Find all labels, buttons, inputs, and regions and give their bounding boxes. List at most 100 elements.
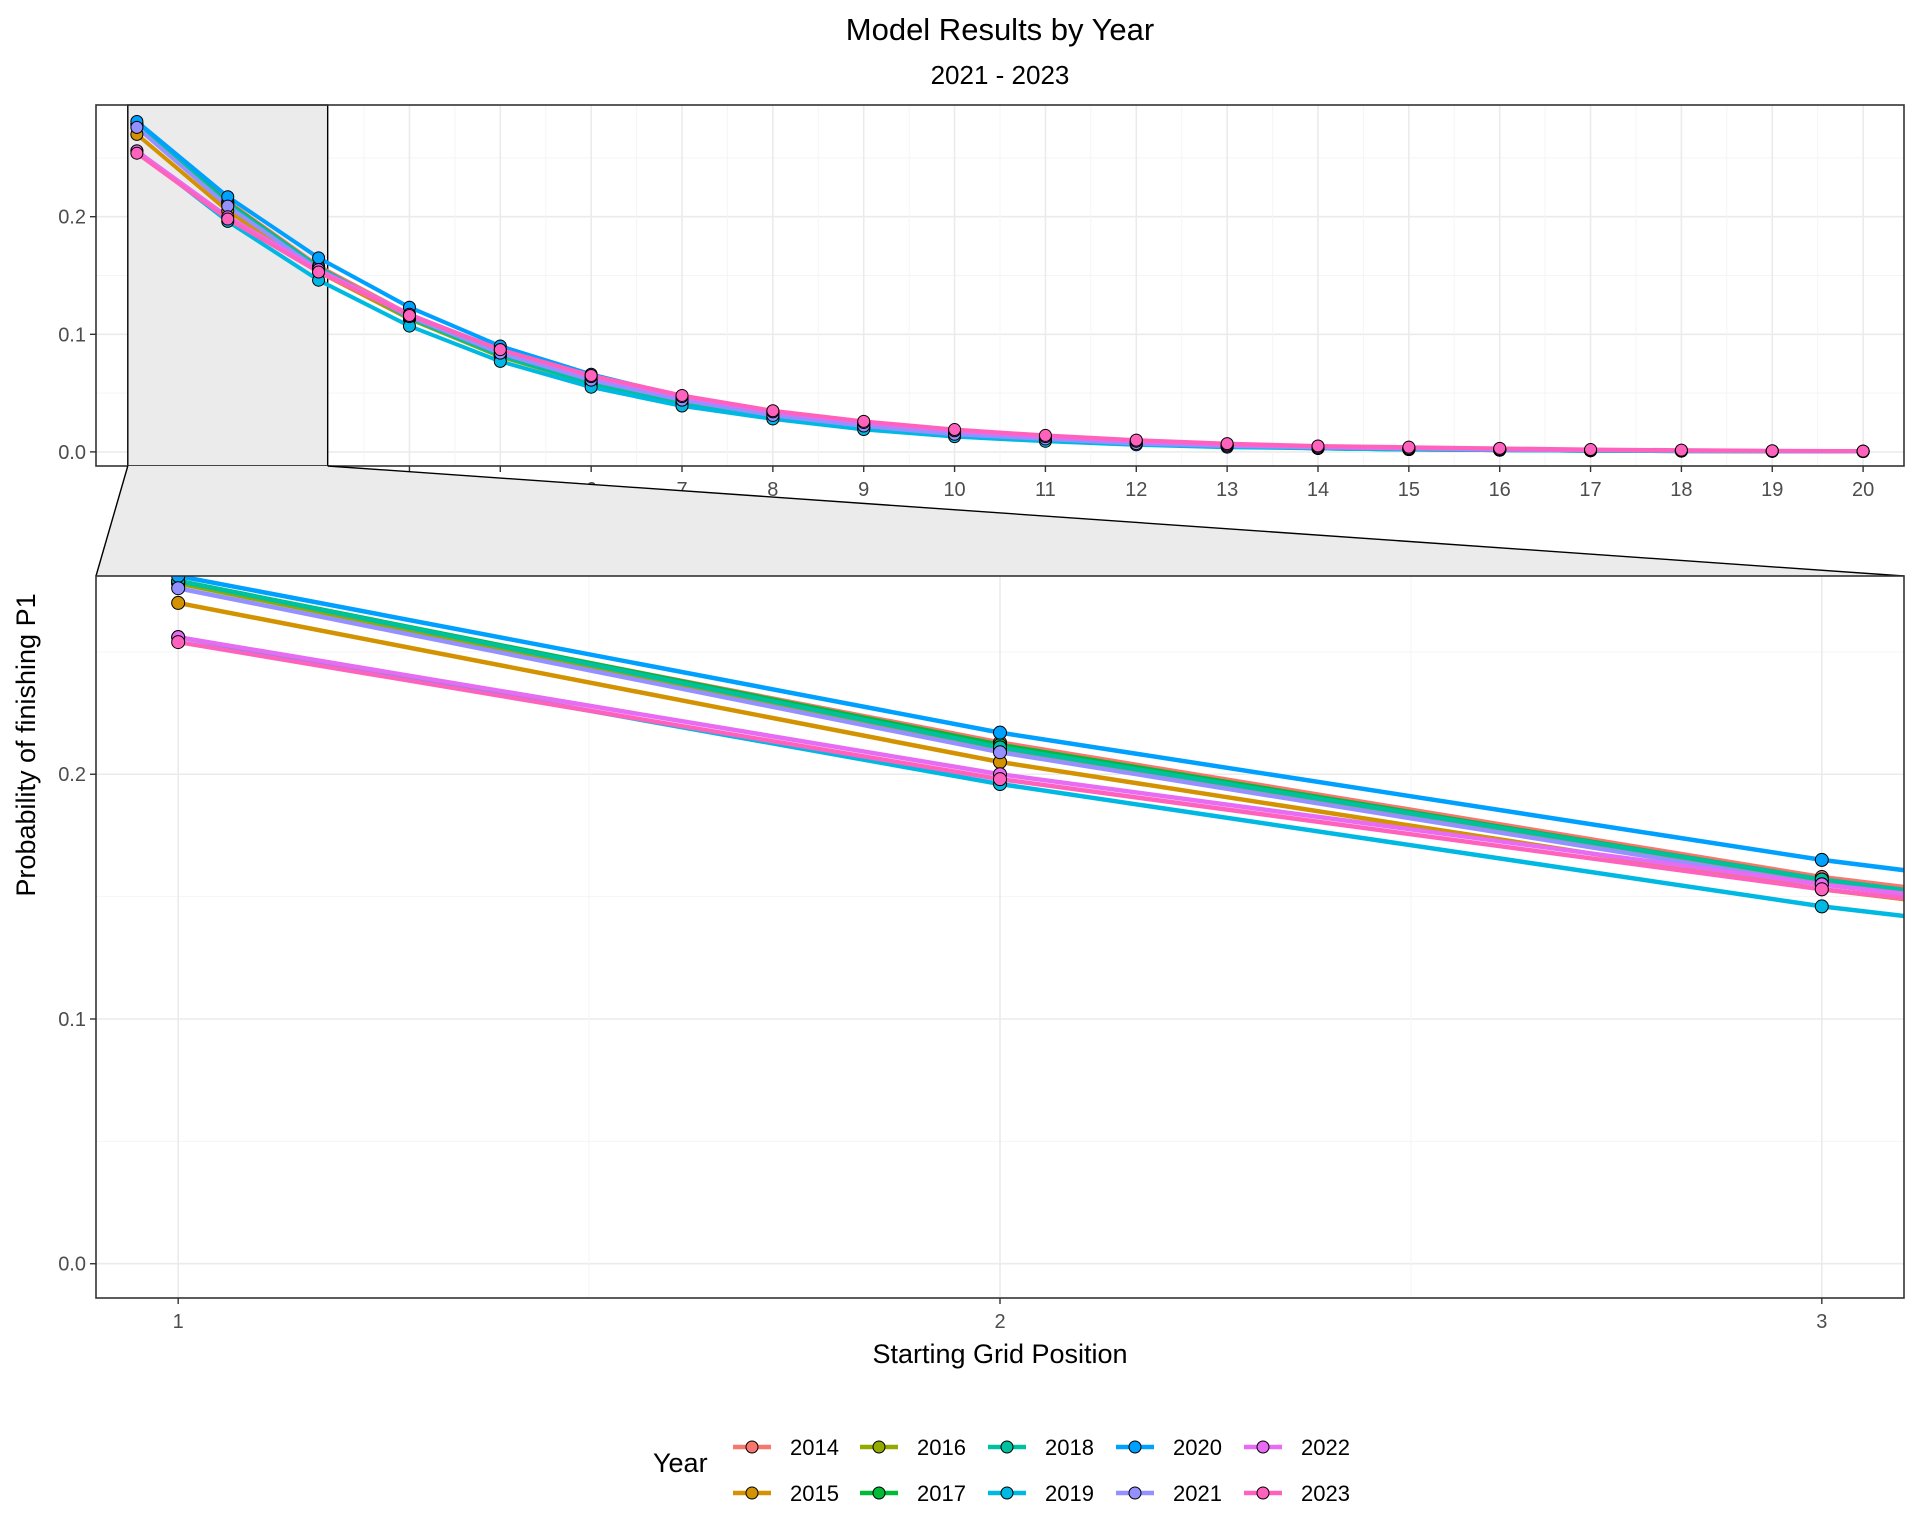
overview-point-2023-8 bbox=[766, 404, 780, 418]
overview-y-tick-label: 0.0 bbox=[58, 442, 86, 464]
y-axis-title: Probability of finishing P1 bbox=[11, 593, 41, 896]
legend-key-point-2021 bbox=[1128, 1486, 1142, 1500]
legend-item-2017: 2017 bbox=[860, 1481, 966, 1506]
zoom-point-2023-1 bbox=[171, 635, 186, 650]
overview-plot-area bbox=[130, 114, 1870, 459]
overview-x-tick-label: 11 bbox=[1035, 479, 1056, 501]
overview-x-tick-label: 18 bbox=[1670, 479, 1692, 501]
overview-point-2021-1 bbox=[130, 120, 144, 134]
zoom-point-2015-1 bbox=[171, 595, 186, 610]
overview-x-tick-label: 15 bbox=[1398, 479, 1420, 501]
zoom-connector bbox=[95, 465, 1905, 577]
legend-label-2015: 2015 bbox=[790, 1481, 839, 1506]
overview-point-2023-1 bbox=[130, 146, 144, 160]
legend-label-2017: 2017 bbox=[917, 1481, 966, 1506]
zoom-point-2020-3 bbox=[1814, 852, 1829, 867]
zoom-point-2019-3 bbox=[1814, 899, 1829, 914]
zoom-panel: 0.0 0.1 0.2 1 2 3 bbox=[58, 575, 1905, 1333]
chart-subtitle: 2021 - 2023 bbox=[931, 60, 1070, 90]
legend-label-2019: 2019 bbox=[1045, 1481, 1094, 1506]
overview-x-tick-label: 7 bbox=[676, 479, 687, 501]
overview-point-2023-6 bbox=[584, 368, 598, 382]
overview-y-tick-label: 0.1 bbox=[58, 324, 86, 346]
legend-key-point-2020 bbox=[1128, 1440, 1142, 1454]
x-axis-title: Starting Grid Position bbox=[872, 1339, 1127, 1369]
legend-label-2021: 2021 bbox=[1173, 1481, 1222, 1506]
zoom-connector-left-edge bbox=[95, 465, 129, 577]
overview-point-2023-19 bbox=[1765, 444, 1779, 458]
zoom-y-tick-label: 0.2 bbox=[58, 764, 86, 786]
overview-point-2023-4 bbox=[402, 308, 416, 322]
legend-key-point-2023 bbox=[1256, 1486, 1270, 1500]
overview-x-tick-label: 16 bbox=[1489, 479, 1511, 501]
overview-border bbox=[95, 104, 1905, 467]
legend-key-point-2019 bbox=[1000, 1486, 1014, 1500]
zoom-point-2021-2 bbox=[993, 745, 1007, 760]
legend-item-2020: 2020 bbox=[1116, 1435, 1222, 1460]
legend-item-2019: 2019 bbox=[988, 1481, 1094, 1506]
overview-point-2020-3 bbox=[312, 251, 326, 265]
zoom-point-2021-1 bbox=[171, 581, 186, 596]
overview-x-tick-label: 14 bbox=[1307, 479, 1329, 501]
overview-point-2023-2 bbox=[221, 212, 235, 226]
overview-point-2023-15 bbox=[1402, 440, 1416, 454]
overview-x-tick-label: 10 bbox=[943, 479, 965, 501]
legend-key-point-2015 bbox=[745, 1486, 759, 1500]
zoom-point-2023-3 bbox=[1814, 882, 1829, 897]
zoom-point-2023-2 bbox=[993, 772, 1007, 787]
overview-x-tick-label: 17 bbox=[1579, 479, 1601, 501]
legend-item-2014: 2014 bbox=[733, 1435, 839, 1460]
legend: 2014 2016 2018 2020 2022 2015 2017 2019 2021 2023 bbox=[733, 1435, 1350, 1506]
legend-item-2015: 2015 bbox=[733, 1481, 839, 1506]
overview-x-tick-label: 13 bbox=[1216, 479, 1238, 501]
overview-x-tick-label: 12 bbox=[1125, 479, 1147, 501]
overview-point-2023-12 bbox=[1129, 433, 1143, 447]
overview-point-2023-16 bbox=[1493, 441, 1507, 455]
overview-series-line-2023 bbox=[134, 151, 1866, 454]
overview-point-2023-11 bbox=[1038, 428, 1052, 442]
overview-y-tick-label: 0.2 bbox=[58, 207, 86, 229]
legend-item-2016: 2016 bbox=[860, 1435, 966, 1460]
overview-point-2023-13 bbox=[1220, 437, 1234, 451]
legend-key-point-2016 bbox=[872, 1440, 886, 1454]
zoom-point-2020-2 bbox=[993, 725, 1007, 740]
overview-point-2023-14 bbox=[1311, 439, 1325, 453]
legend-key-point-2018 bbox=[1000, 1440, 1014, 1454]
overview-point-2023-9 bbox=[857, 414, 871, 428]
zoom-x-tick-label: 1 bbox=[173, 1311, 184, 1333]
overview-point-2023-3 bbox=[312, 265, 326, 279]
overview-point-2023-18 bbox=[1674, 443, 1688, 457]
zoom-y-tick-label: 0.1 bbox=[58, 1009, 86, 1031]
legend-title: Year bbox=[653, 1448, 708, 1478]
legend-item-2023: 2023 bbox=[1244, 1481, 1350, 1506]
legend-label-2014: 2014 bbox=[790, 1435, 839, 1460]
overview-point-2023-5 bbox=[493, 343, 507, 357]
legend-key-point-2017 bbox=[872, 1486, 886, 1500]
legend-key-point-2014 bbox=[745, 1440, 759, 1454]
zoom-plot-area bbox=[171, 576, 1904, 919]
chart-title: Model Results by Year bbox=[846, 12, 1154, 47]
zoom-connector-fill bbox=[96, 466, 1904, 576]
zoom-y-tick-label: 0.0 bbox=[58, 1254, 86, 1276]
overview-x-tick-label: 20 bbox=[1852, 479, 1874, 501]
legend-item-2022: 2022 bbox=[1244, 1435, 1350, 1460]
overview-point-2023-7 bbox=[675, 388, 689, 402]
overview-point-2023-17 bbox=[1584, 443, 1598, 457]
legend-item-2018: 2018 bbox=[988, 1435, 1094, 1460]
overview-panel: 0.00.10.21234567891011121314151617181920 bbox=[58, 104, 1905, 501]
overview-x-tick-label: 9 bbox=[858, 479, 869, 501]
overview-point-2023-10 bbox=[948, 423, 962, 437]
zoom-x-tick-label: 2 bbox=[994, 1311, 1005, 1333]
zoom-connector-right-edge bbox=[327, 465, 1905, 577]
legend-label-2018: 2018 bbox=[1045, 1435, 1094, 1460]
legend-key-point-2022 bbox=[1256, 1440, 1270, 1454]
legend-label-2023: 2023 bbox=[1301, 1481, 1350, 1506]
overview-point-2023-20 bbox=[1856, 444, 1870, 458]
legend-item-2021: 2021 bbox=[1116, 1481, 1222, 1506]
legend-label-2020: 2020 bbox=[1173, 1435, 1222, 1460]
overview-x-tick-label: 19 bbox=[1761, 479, 1783, 501]
zoom-x-tick-label: 3 bbox=[1816, 1311, 1827, 1333]
legend-label-2016: 2016 bbox=[917, 1435, 966, 1460]
overview-x-tick-label: 8 bbox=[767, 479, 778, 501]
